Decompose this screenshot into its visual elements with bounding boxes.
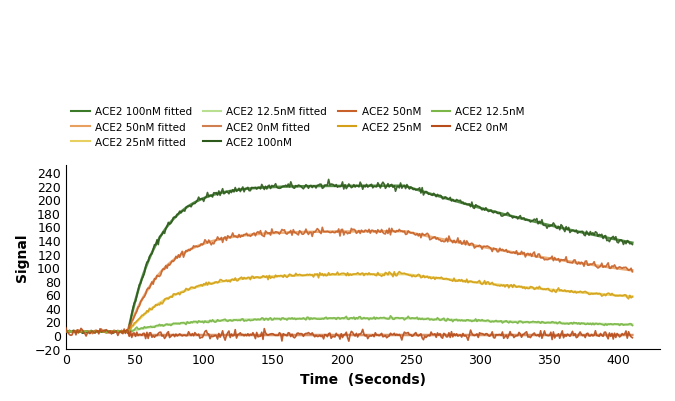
Legend: ACE2 100nM fitted, ACE2 50nM fitted, ACE2 25nM fitted, ACE2 12.5nM fitted, ACE2 : ACE2 100nM fitted, ACE2 50nM fitted, ACE…: [71, 107, 525, 148]
X-axis label: Time  (Seconds): Time (Seconds): [300, 372, 426, 386]
Y-axis label: Signal: Signal: [15, 233, 29, 282]
